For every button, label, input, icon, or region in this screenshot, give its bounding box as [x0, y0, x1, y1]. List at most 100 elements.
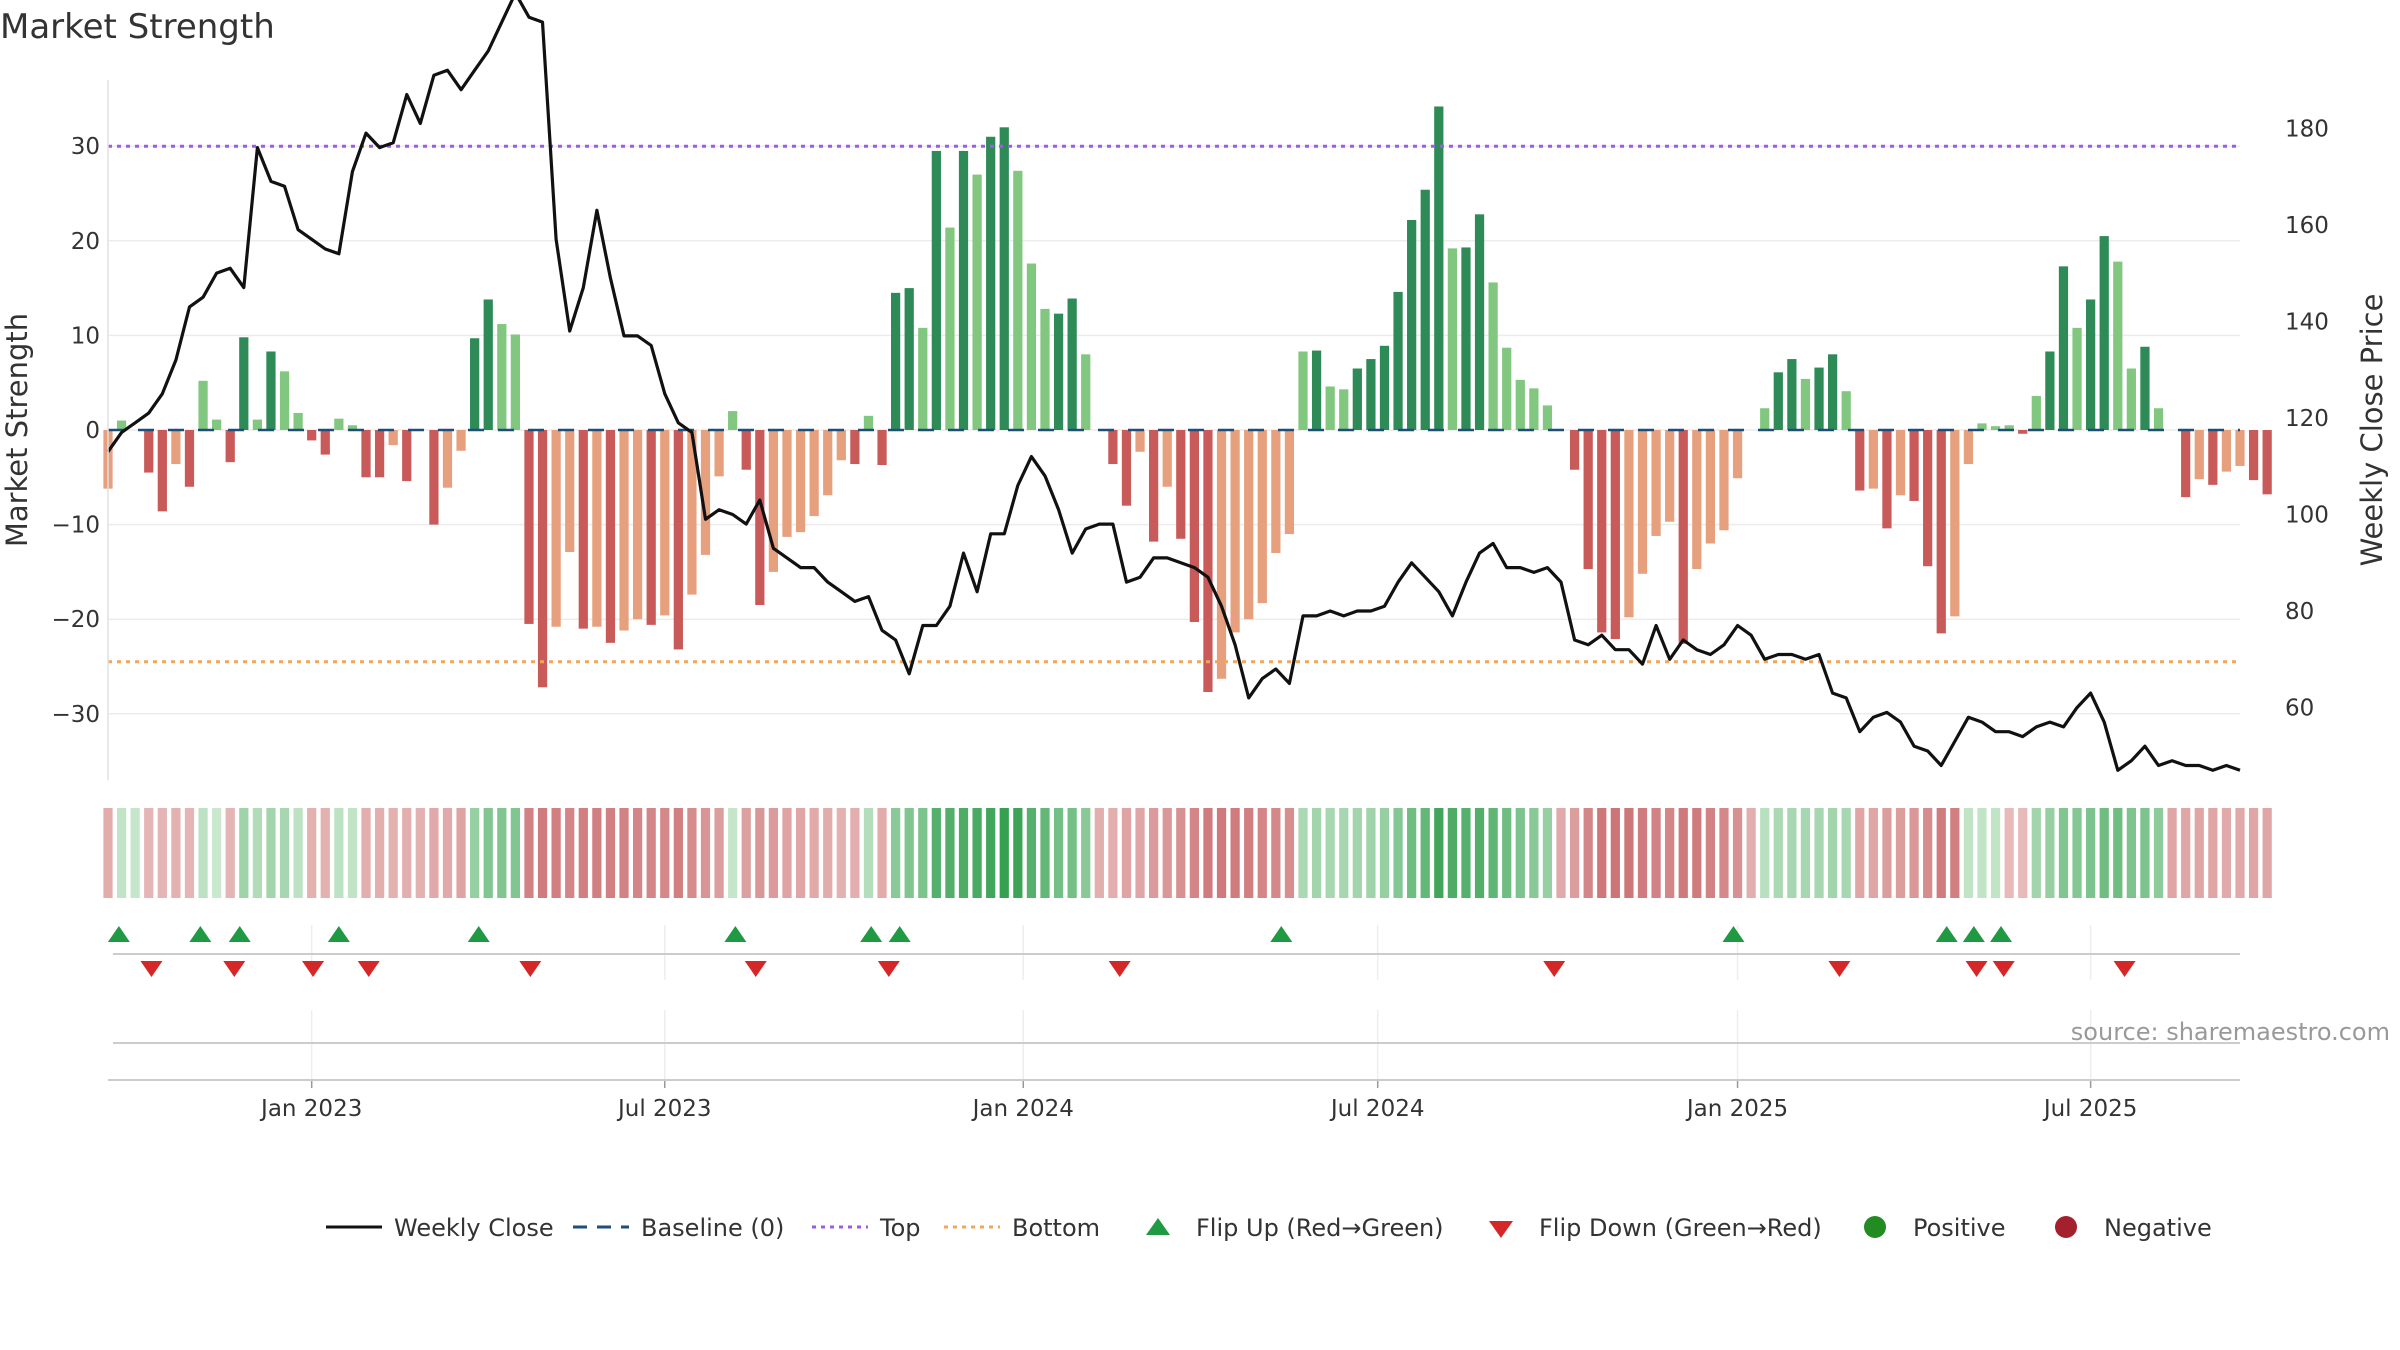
- heat-cell: [863, 808, 874, 898]
- heat-cell: [714, 808, 724, 898]
- strength-bar: [918, 327, 928, 430]
- heat-cell: [388, 808, 398, 898]
- strength-bar: [470, 338, 480, 430]
- strength-bar: [1298, 351, 1308, 430]
- heat-cell: [1230, 808, 1240, 898]
- strength-bar: [605, 430, 616, 643]
- x-tick-label: Jan 2023: [259, 1096, 362, 1122]
- strength-bar: [1773, 372, 1783, 430]
- strength-bar: [1366, 359, 1376, 430]
- strength-bar: [483, 299, 493, 430]
- heat-cell: [660, 808, 670, 898]
- heat-cell: [1176, 808, 1186, 898]
- heat-cell: [1162, 808, 1172, 898]
- heat-cell: [1447, 808, 1457, 898]
- heat-cell: [1488, 808, 1498, 898]
- strength-bar: [2262, 430, 2272, 495]
- strength-bar: [565, 430, 575, 553]
- strength-bar: [1176, 430, 1186, 539]
- strength-bar: [1230, 430, 1240, 633]
- strength-bar: [212, 419, 222, 430]
- strength-bar: [1678, 430, 1688, 644]
- heat-cell: [1705, 808, 1716, 898]
- heat-cell: [402, 808, 412, 898]
- strength-bar: [592, 430, 602, 627]
- strength-bar: [904, 288, 914, 430]
- heat-cell: [1651, 808, 1661, 898]
- strength-bar: [429, 430, 439, 525]
- weekly-close-series: [106, 0, 2241, 772]
- heat-cell: [1855, 808, 1865, 898]
- strength-bar: [891, 292, 901, 430]
- heat-cell: [1678, 808, 1688, 898]
- heat-cell: [1977, 808, 1987, 898]
- strength-bar: [714, 430, 724, 477]
- heat-cell: [1827, 808, 1838, 898]
- heat-cell: [212, 808, 222, 898]
- strength-bar: [1882, 430, 1892, 529]
- y-tick-right-label: 140: [2285, 309, 2329, 335]
- strength-bar: [1515, 379, 1525, 430]
- flip-up-marker: [724, 926, 747, 942]
- flip-up-marker: [1935, 926, 1958, 942]
- flip-down-marker: [877, 961, 900, 977]
- legend-swatch-negative: [2055, 1216, 2077, 1238]
- heat-cell: [1868, 808, 1878, 898]
- strength-bar: [1325, 386, 1335, 430]
- strength-bar: [1311, 350, 1322, 430]
- heat-cell: [1719, 808, 1729, 898]
- heat-cell: [768, 808, 779, 898]
- strength-bar: [1597, 430, 1607, 633]
- strength-bar: [374, 430, 385, 478]
- strength-bar: [1189, 430, 1199, 623]
- strength-bar: [1950, 430, 1960, 617]
- heat-cell: [1366, 808, 1376, 898]
- strength-bar: [184, 430, 195, 487]
- heat-cell: [1311, 808, 1322, 898]
- heat-cell: [2181, 808, 2191, 898]
- flip-down-marker: [1543, 961, 1566, 977]
- strength-bar: [1814, 367, 1824, 430]
- heat-cell: [320, 808, 330, 898]
- strength-bar: [2099, 236, 2109, 430]
- heat-cell: [442, 808, 453, 898]
- source-text: source: sharemaestro.com: [2071, 1018, 2390, 1046]
- strength-bar: [1800, 378, 1811, 430]
- strength-bar: [1909, 430, 1919, 501]
- strength-bar: [1271, 430, 1281, 553]
- heat-cell: [1936, 808, 1946, 898]
- x-axis: Jan 2023 Jul 2023 Jan 2024 Jul 2024 Jan 2025…: [108, 1010, 2240, 1122]
- strength-bar: [2031, 395, 2041, 430]
- flip-down-marker: [1965, 961, 1988, 977]
- heat-cell: [1257, 808, 1267, 898]
- strength-bar: [700, 430, 711, 555]
- strength-bar: [198, 380, 208, 430]
- heat-cell: [1610, 808, 1620, 898]
- heat-cell: [1135, 808, 1145, 898]
- heat-cell: [551, 808, 561, 898]
- heat-cell: [1067, 808, 1077, 898]
- chart-title: Market Strength: [0, 7, 275, 47]
- strength-bar: [1651, 430, 1661, 536]
- strength-bar: [1244, 430, 1254, 620]
- heat-cell: [184, 808, 195, 898]
- strength-bar: [307, 430, 317, 441]
- strength-bar: [986, 136, 996, 430]
- strength-bar: [687, 430, 697, 595]
- heat-cell: [1393, 808, 1403, 898]
- strength-bar: [1434, 106, 1444, 431]
- legend-label: Flip Up (Red→Green): [1196, 1214, 1444, 1242]
- heat-cell: [130, 808, 140, 898]
- heat-cell: [1692, 808, 1702, 898]
- heat-cell: [116, 808, 127, 898]
- strength-bar: [497, 324, 507, 430]
- strength-bar: [510, 334, 521, 430]
- heat-cell: [1053, 808, 1064, 898]
- strength-bar: [1474, 214, 1485, 430]
- strength-bar: [1787, 359, 1797, 430]
- strength-bar: [1203, 430, 1213, 693]
- heat-cell: [2235, 808, 2245, 898]
- heat-cell: [1379, 808, 1390, 898]
- strength-bar: [1990, 426, 2001, 430]
